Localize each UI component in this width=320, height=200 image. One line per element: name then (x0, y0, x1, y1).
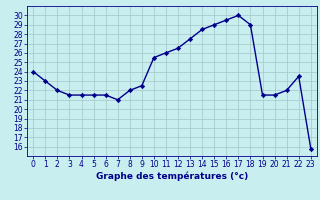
X-axis label: Graphe des températures (°c): Graphe des températures (°c) (96, 172, 248, 181)
